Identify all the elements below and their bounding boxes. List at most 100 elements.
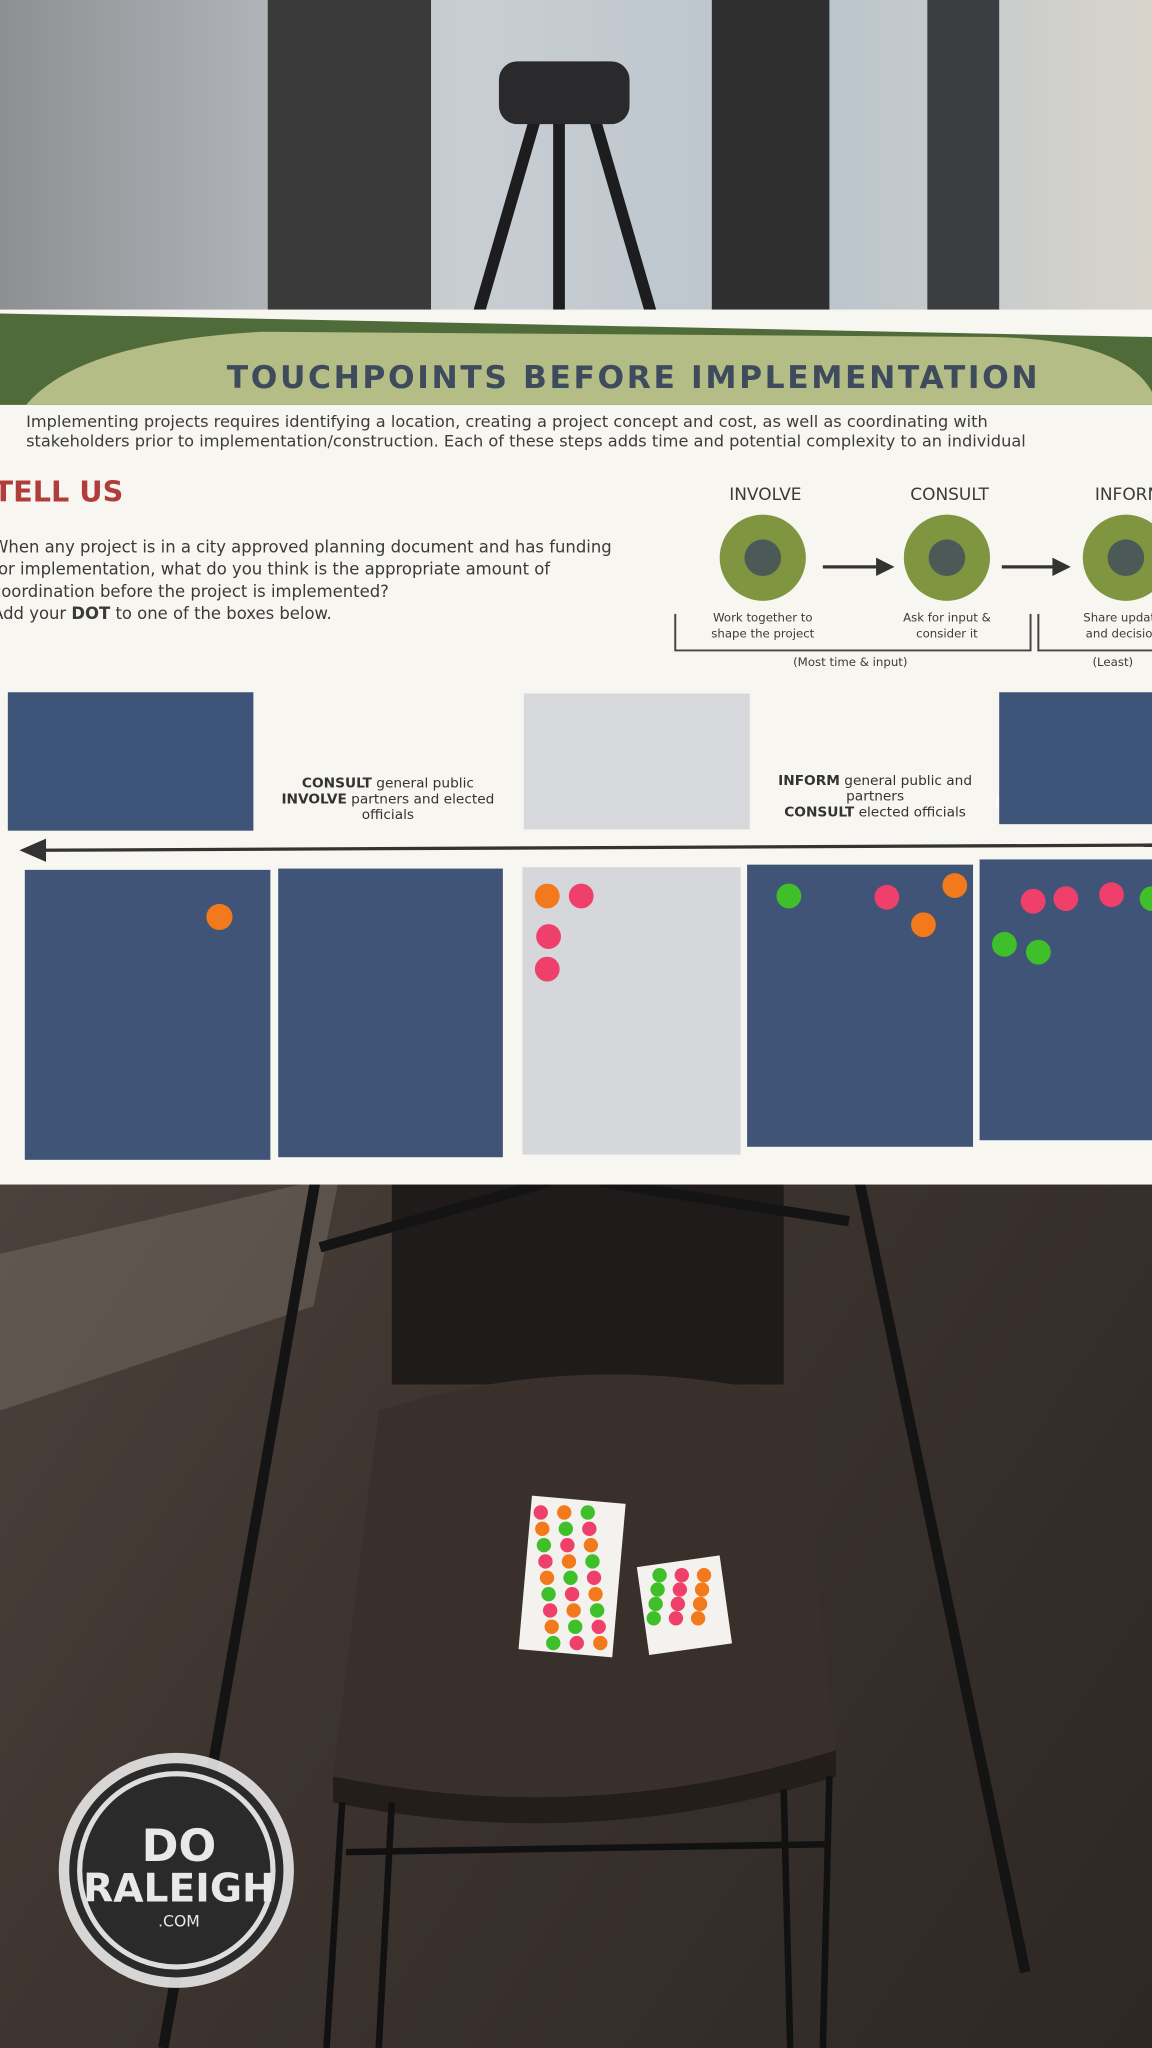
scale-note: (Most time & input) xyxy=(793,655,907,669)
sticker xyxy=(585,1554,600,1569)
sticker xyxy=(583,1537,599,1553)
sticker xyxy=(672,1582,688,1597)
sticker xyxy=(566,1603,581,1618)
sticker xyxy=(650,1582,665,1597)
step-caption: Work together to xyxy=(713,611,813,625)
sticker xyxy=(536,1537,552,1553)
bold-text: INFORM xyxy=(778,773,840,789)
dot-panel xyxy=(747,864,974,1147)
text-line: CONSULT elected officials xyxy=(784,804,966,820)
text-line: partners xyxy=(846,789,904,805)
sunlight xyxy=(0,1175,340,1411)
sticker xyxy=(569,1635,584,1651)
sticker xyxy=(561,1554,577,1569)
bold-text: DOT xyxy=(71,604,111,623)
step-caption: consider it xyxy=(916,626,978,640)
sticker xyxy=(546,1635,561,1651)
sticker xyxy=(588,1586,603,1602)
sticker xyxy=(668,1611,684,1626)
text-run: officials xyxy=(362,807,414,823)
chair xyxy=(323,1175,836,2048)
intro: stakeholders prior to implementation/con… xyxy=(26,432,1026,451)
sticker xyxy=(690,1611,706,1626)
sticker xyxy=(694,1582,710,1597)
step-caption: Share updates xyxy=(1083,611,1152,625)
dot-panel xyxy=(278,868,503,1158)
text-run: When any project is in a city approved p… xyxy=(0,537,612,556)
sticker xyxy=(593,1635,608,1651)
sticker xyxy=(646,1611,661,1626)
text-line: officials xyxy=(362,807,414,823)
sticker xyxy=(535,1521,550,1536)
scale-note: (Least) xyxy=(1092,655,1133,669)
text-line: CONSULT general public xyxy=(302,776,474,792)
sticker xyxy=(648,1596,663,1612)
sticker xyxy=(563,1570,578,1585)
text-run: partners and elected xyxy=(347,791,495,807)
logo-text: .COM xyxy=(158,1912,200,1931)
text-line: coordination before the project is imple… xyxy=(0,582,389,601)
text-run: general public and xyxy=(840,773,972,789)
bracket xyxy=(674,613,1152,652)
board: TOUCHPOINTS BEFORE IMPLEMENTATION Impleme… xyxy=(0,309,1152,1185)
text-run: Add your xyxy=(0,604,71,623)
window-frame xyxy=(927,0,1000,327)
window-frame xyxy=(711,0,830,327)
logo-text: DO xyxy=(142,1821,217,1872)
sticker xyxy=(591,1619,606,1634)
sticker xyxy=(564,1586,580,1602)
sticker xyxy=(696,1568,712,1583)
sticker xyxy=(558,1521,573,1536)
step-icon-inner xyxy=(1107,539,1145,576)
title: TOUCHPOINTS BEFORE IMPLEMENTATION xyxy=(227,360,1040,396)
sticker xyxy=(692,1596,708,1612)
sticker xyxy=(674,1568,689,1583)
text-run: general public xyxy=(372,776,474,792)
text-run: elected officials xyxy=(854,804,966,820)
sticker xyxy=(582,1521,597,1536)
step-caption: Ask for input & xyxy=(903,611,991,625)
text-line: INFORM general public and xyxy=(778,773,972,789)
step-label: INFORM xyxy=(1095,485,1152,505)
text-run: coordination before the project is imple… xyxy=(0,582,389,601)
logo-text: RALEIGH xyxy=(83,1867,275,1912)
text-line: When any project is in a city approved p… xyxy=(0,537,612,556)
sticker-sheets xyxy=(518,1495,732,1658)
easel-top xyxy=(471,61,659,322)
text-line: Add your DOT to one of the boxes below. xyxy=(0,604,332,623)
step-label: INVOLVE xyxy=(729,485,801,505)
sticker xyxy=(542,1603,558,1618)
step-label: CONSULT xyxy=(910,485,989,505)
step-caption: shape the project xyxy=(711,626,814,640)
sticker xyxy=(539,1570,555,1585)
text-run: partners xyxy=(846,789,904,805)
text-line: for implementation, what do you think is… xyxy=(0,560,551,579)
option-box xyxy=(999,692,1152,825)
intro: Implementing projects requires identifyi… xyxy=(26,412,988,431)
step-caption: and decisions xyxy=(1086,626,1152,640)
text-line: INVOLVE partners and elected xyxy=(281,791,494,807)
dot-panel xyxy=(522,867,741,1155)
sticker xyxy=(541,1586,556,1602)
option-box xyxy=(7,692,254,831)
bold-text: CONSULT xyxy=(302,776,373,792)
text-run: to one of the boxes below. xyxy=(110,604,331,623)
text-run: for implementation, what do you think is… xyxy=(0,560,551,579)
dot-panel xyxy=(24,869,271,1160)
sticker xyxy=(586,1570,602,1585)
step-icon-inner xyxy=(928,539,966,576)
bold-text: INVOLVE xyxy=(281,791,346,807)
bold-text: CONSULT xyxy=(784,804,855,820)
window-frame xyxy=(267,0,432,327)
sticker xyxy=(544,1619,559,1634)
option-box xyxy=(523,693,750,830)
sticker xyxy=(557,1505,572,1520)
arrow xyxy=(19,557,1152,862)
prompt-heading: TELL US xyxy=(0,475,123,509)
step-icon-inner xyxy=(744,539,782,576)
sticker xyxy=(560,1537,575,1553)
dots xyxy=(206,873,1152,982)
sticker xyxy=(670,1596,686,1612)
